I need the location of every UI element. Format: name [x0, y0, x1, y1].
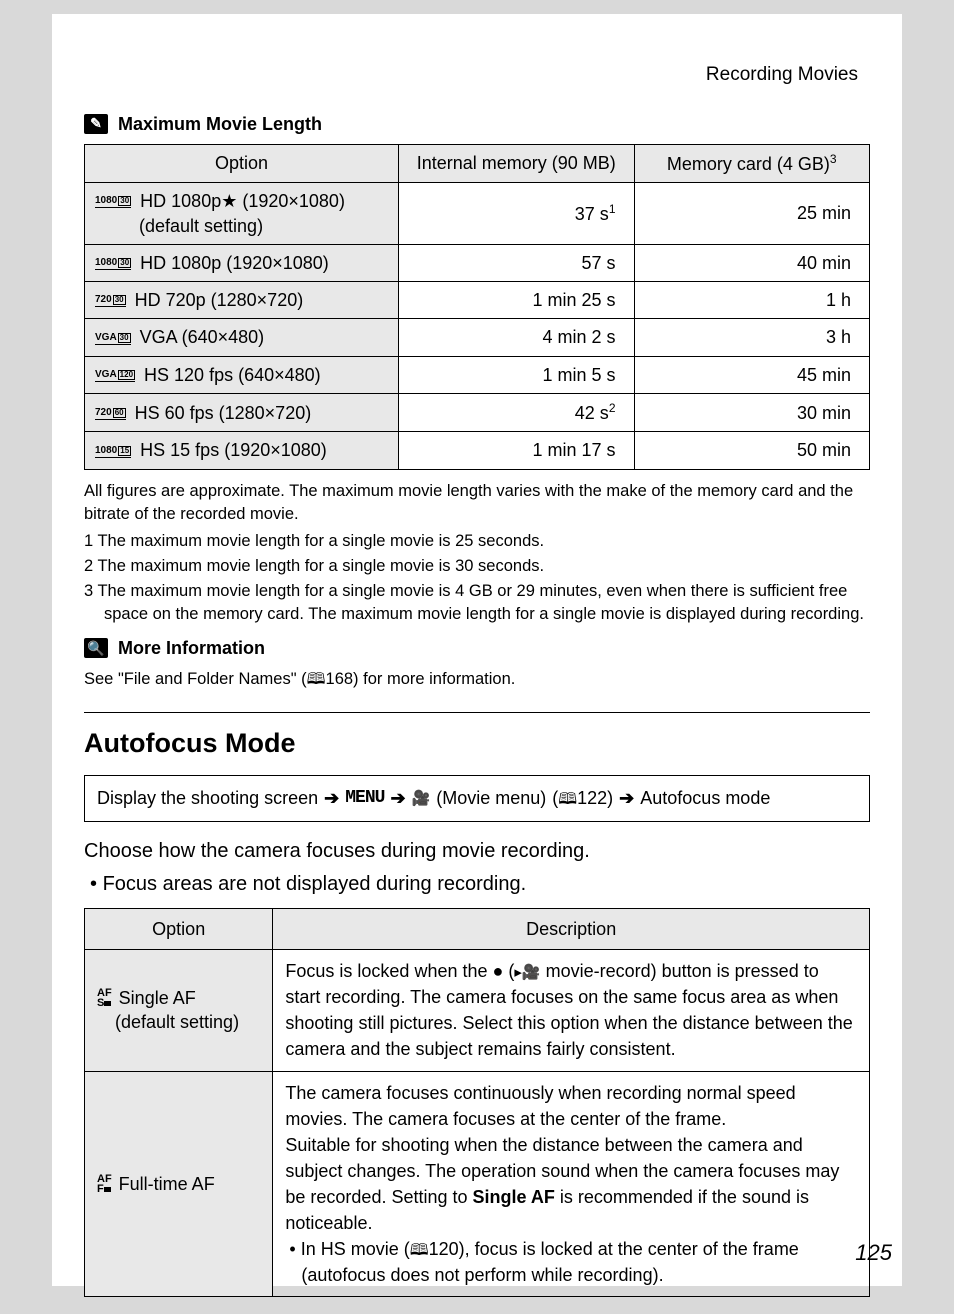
zoom-hint-icon: 🔍 [84, 638, 108, 658]
resolution-icon: 108015 [95, 446, 131, 458]
footnote-3: 3 The maximum movie length for a single … [84, 580, 870, 626]
table-row: AFS Single AF (default setting) Focus is… [85, 950, 870, 1071]
table-row: VGA30 VGA (640×480)4 min 2 s3 h [85, 319, 870, 356]
footnote-2: 2 The maximum movie length for a single … [84, 555, 870, 578]
resolution-icon: 108030 [95, 258, 131, 270]
table-row: 72030 HD 720p (1280×720)1 min 25 s1 h [85, 282, 870, 319]
chapter-header: Recording Movies [84, 62, 870, 88]
table-row: AFF Full-time AF The camera focuses cont… [85, 1071, 870, 1297]
section-more-info: 🔍 More Information [84, 636, 870, 660]
col-card: Memory card (4 GB)3 [634, 144, 870, 182]
footnote-intro: All figures are approximate. The maximum… [84, 480, 870, 526]
movie-length-table: Option Internal memory (90 MB) Memory ca… [84, 144, 870, 470]
arrow-icon: ➔ [390, 786, 405, 810]
heading-autofocus-mode: Autofocus Mode [84, 725, 870, 761]
arrow-icon: ➔ [619, 786, 634, 810]
desc-fulltime-af: The camera focuses continuously when rec… [273, 1071, 870, 1297]
menu-button-label: MENU [345, 786, 384, 810]
section-title-text: Maximum Movie Length [118, 112, 322, 136]
opt-fulltime-af: AFF Full-time AF [85, 1071, 273, 1297]
nav-step3-ref: (122) [552, 786, 613, 811]
section-max-movie-length: ✎ Maximum Movie Length [84, 112, 870, 136]
af-bullet: • Focus areas are not displayed during r… [84, 871, 870, 898]
resolution-icon: VGA30 [95, 333, 131, 345]
more-info-body: See "File and Folder Names" (168) for mo… [84, 668, 870, 691]
page-content: Recording Movies ✎ Maximum Movie Length … [52, 14, 902, 1286]
resolution-icon: VGA120 [95, 370, 135, 382]
autofocus-table: Option Description AFS Single AF (defaul… [84, 908, 870, 1298]
book-icon [410, 1239, 429, 1259]
divider [84, 712, 870, 713]
nav-step3: (Movie menu) [436, 786, 546, 810]
movie-menu-icon: 🎥 [412, 791, 431, 806]
table-row: 108015 HS 15 fps (1920×1080)1 min 17 s50… [85, 432, 870, 469]
footnote-1: 1 The maximum movie length for a single … [84, 530, 870, 553]
table-row: 108030 HD 1080p (1920×1080)57 s40 min [85, 244, 870, 281]
navigation-path: Display the shooting screen ➔ MENU ➔ 🎥 (… [84, 775, 870, 822]
resolution-icon: 72030 [95, 295, 126, 307]
table-row: 72060 HS 60 fps (1280×720)42 s230 min [85, 394, 870, 432]
resolution-icon: 72060 [95, 408, 126, 420]
col-description: Description [273, 908, 870, 949]
book-icon [558, 788, 577, 808]
af-s-icon: AFS [97, 989, 112, 1009]
table-row: VGA120 HS 120 fps (640×480)1 min 5 s45 m… [85, 356, 870, 393]
nav-step4: Autofocus mode [640, 786, 770, 810]
af-f-icon: AFF [97, 1175, 112, 1195]
opt-single-af: AFS Single AF (default setting) [85, 950, 273, 1071]
col-internal: Internal memory (90 MB) [399, 144, 635, 182]
col-option: Option [85, 908, 273, 949]
af-intro: Choose how the camera focuses during mov… [84, 838, 870, 865]
col-option: Option [85, 144, 399, 182]
page-number: 125 [855, 1238, 892, 1268]
desc-single-af: Focus is locked when the ● (▸🎥 movie-rec… [273, 950, 870, 1071]
movie-record-icon: ▸🎥 [514, 965, 540, 980]
more-info-title: More Information [118, 636, 265, 660]
arrow-icon: ➔ [324, 786, 339, 810]
book-icon [307, 670, 326, 688]
resolution-icon: 108030 [95, 196, 131, 208]
pencil-icon: ✎ [84, 114, 108, 134]
table-row: 108030 HD 1080p★ (1920×1080)(default set… [85, 183, 870, 245]
nav-step1: Display the shooting screen [97, 786, 318, 810]
